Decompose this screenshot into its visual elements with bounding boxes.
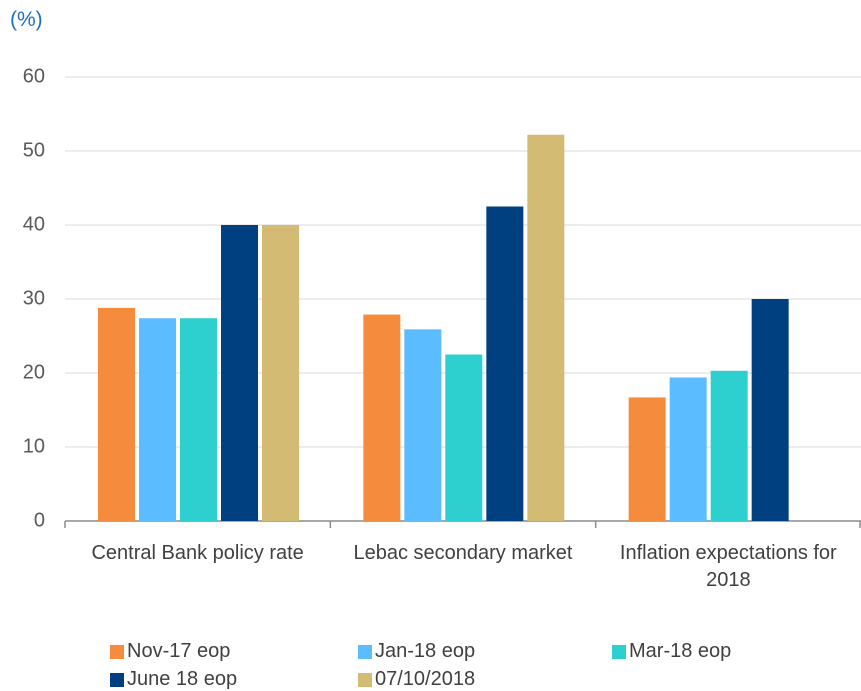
bar [527,134,565,521]
bar [221,225,258,521]
bar [180,318,217,521]
bar [486,206,524,521]
bar [262,225,299,521]
bar [445,354,483,521]
bar [751,299,789,521]
bar [404,329,442,521]
x-tick-label: Lebac secondary market [353,542,573,564]
bar [98,307,135,521]
legend-item: June 18 eop [110,668,237,691]
legend-swatch [110,672,124,687]
bar [363,314,401,521]
legend-item: Jan-18 eop [358,640,475,663]
y-axis-label: (%) [10,8,43,31]
bar [139,318,176,521]
legend-label: Nov-17 eop [127,640,231,662]
legend-label: Mar-18 eop [629,640,732,662]
legend-swatch [612,644,626,659]
legend-swatch [358,672,372,687]
y-tick-label: 0 [34,509,45,531]
legend-label: June 18 eop [127,668,238,690]
y-tick-label: 10 [23,435,45,457]
y-tick-label: 20 [23,361,45,383]
legend-label: 07/10/2018 [375,668,476,690]
legend-swatch [358,644,372,659]
y-tick-label: 50 [23,139,45,161]
bar [628,397,666,521]
legend-item: Nov-17 eop [110,640,230,663]
y-tick-label: 60 [23,65,45,87]
x-tick-label: Central Bank policy rate [91,542,304,564]
legend-label: Jan-18 eop [375,640,476,662]
legend-swatch [110,644,124,659]
x-tick-label: Inflation expectations for 2018 [619,542,837,591]
legend-item: Mar-18 eop [612,640,731,663]
bar [710,370,748,521]
y-tick-label: 40 [23,213,45,235]
y-tick-label: 30 [23,287,45,309]
bar [669,377,707,521]
legend-item: 07/10/2018 [358,668,475,691]
